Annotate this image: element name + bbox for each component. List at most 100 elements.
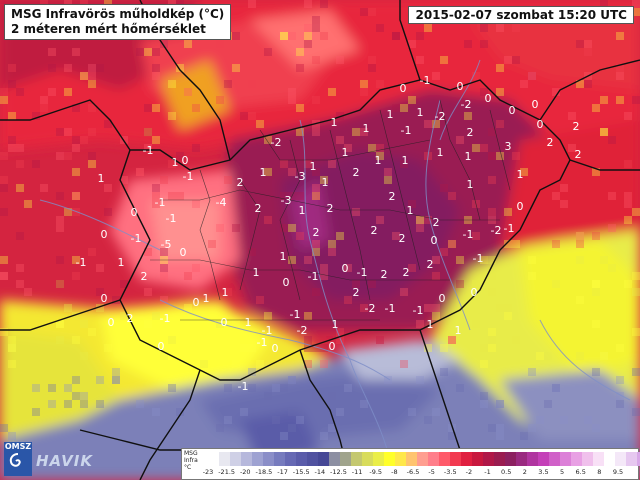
temperature-label: -1 bbox=[290, 308, 301, 321]
temperature-label: -1 bbox=[357, 266, 368, 279]
legend-swatch bbox=[285, 452, 296, 466]
temperature-label: -1 bbox=[401, 124, 412, 137]
legend-swatch bbox=[450, 452, 461, 466]
temperature-label: -4 bbox=[216, 196, 227, 209]
legend-swatch bbox=[351, 452, 362, 466]
legend-swatch bbox=[516, 452, 527, 466]
temperature-label: 1 bbox=[437, 146, 444, 159]
legend-swatch bbox=[417, 452, 428, 466]
temperature-label: 1 bbox=[467, 178, 474, 191]
map-title: MSG Infravörös műholdkép (°C) bbox=[11, 7, 225, 21]
temperature-label: 1 bbox=[363, 122, 370, 135]
temperature-label: 2 bbox=[403, 266, 410, 279]
legend-swatch bbox=[340, 452, 351, 466]
legend-swatch bbox=[582, 452, 593, 466]
temperature-label: 2 bbox=[399, 232, 406, 245]
temperature-label: 0 bbox=[509, 104, 516, 117]
temperature-label: -1 bbox=[385, 302, 396, 315]
temperature-label: 0 bbox=[329, 340, 336, 353]
legend-swatch bbox=[626, 452, 637, 466]
temperature-label: -1 bbox=[257, 336, 268, 349]
temperature-label: 0 bbox=[471, 286, 478, 299]
temperature-label: 0 bbox=[485, 92, 492, 105]
temperature-label: 2 bbox=[575, 148, 582, 161]
temperature-label: 1 bbox=[387, 108, 394, 121]
legend-swatch bbox=[538, 452, 549, 466]
temperature-label: -2 bbox=[491, 224, 502, 237]
temperature-label: 1 bbox=[465, 150, 472, 163]
temperature-label: 0 bbox=[431, 234, 438, 247]
legend-tick-label: -17 bbox=[277, 468, 288, 476]
legend-tick-label: 5 bbox=[560, 468, 565, 476]
temperature-label: 1 bbox=[245, 316, 252, 329]
temperature-label: 0 bbox=[193, 296, 200, 309]
temperature-label: 2 bbox=[467, 126, 474, 139]
temperature-label: 0 bbox=[101, 228, 108, 241]
temperature-label: -2 bbox=[365, 302, 376, 315]
legend-tick-label: 2 bbox=[522, 468, 527, 476]
temperature-label: 0 bbox=[457, 80, 464, 93]
temperature-label: 0 bbox=[101, 292, 108, 305]
legend-swatch bbox=[483, 452, 494, 466]
temperature-label: -1 bbox=[160, 312, 171, 325]
legend-swatch bbox=[252, 452, 263, 466]
legend-swatch bbox=[428, 452, 439, 466]
legend-swatch bbox=[318, 452, 329, 466]
legend-tick-label: -18.5 bbox=[255, 468, 273, 476]
temperature-label: 2 bbox=[141, 270, 148, 283]
legend-swatch bbox=[604, 452, 615, 466]
temperature-label: 2 bbox=[573, 120, 580, 133]
temperature-label: 1 bbox=[427, 318, 434, 331]
legend-swatch bbox=[384, 452, 395, 466]
map-subtitle: 2 méteren mért hőmérséklet bbox=[11, 22, 206, 36]
temperature-label: -1 bbox=[76, 256, 87, 269]
temperature-label: 1 bbox=[222, 286, 229, 299]
legend-swatch bbox=[615, 452, 626, 466]
legend-swatch bbox=[329, 452, 340, 466]
temperature-label: 2 bbox=[381, 268, 388, 281]
legend-swatch bbox=[230, 452, 241, 466]
legend-swatch bbox=[571, 452, 582, 466]
legend-tick-label: 6.5 bbox=[575, 468, 586, 476]
rivers bbox=[39, 59, 631, 461]
temperature-label: -3 bbox=[295, 170, 306, 183]
temperature-label: 2 bbox=[427, 258, 434, 271]
temperature-label: 1 bbox=[310, 160, 317, 173]
legend-label-line: °C bbox=[184, 464, 192, 471]
legend-swatch bbox=[472, 452, 483, 466]
legend-swatch bbox=[307, 452, 318, 466]
temperature-label: -1 bbox=[143, 144, 154, 157]
temperature-label: 1 bbox=[402, 154, 409, 167]
legend-tick-label: 8 bbox=[597, 468, 602, 476]
temperature-label: 2 bbox=[127, 312, 134, 325]
temperature-label: 0 bbox=[180, 246, 187, 259]
temperature-label: 1 bbox=[280, 250, 287, 263]
temperature-label: 2 bbox=[237, 176, 244, 189]
temperature-label: 1 bbox=[332, 318, 339, 331]
temperature-label: 0 bbox=[439, 292, 446, 305]
temperature-label: -1 bbox=[155, 196, 166, 209]
temperature-label: 1 bbox=[375, 154, 382, 167]
temperature-label: 1 bbox=[253, 266, 260, 279]
temperature-label: 3 bbox=[505, 140, 512, 153]
temperature-label: 1 bbox=[203, 292, 210, 305]
temperature-label: -1 bbox=[473, 252, 484, 265]
legend-swatch bbox=[527, 452, 538, 466]
temperature-label: 2 bbox=[547, 136, 554, 149]
datetime-label: 2015-02-07 szombat 15:20 UTC bbox=[408, 6, 634, 24]
temperature-label: 0 bbox=[272, 342, 279, 355]
legend-tick-label: -2 bbox=[465, 468, 473, 476]
map-title-box: MSG Infravörös műholdkép (°C) 2 méteren … bbox=[4, 4, 232, 40]
legend-tick-label: -11 bbox=[351, 468, 363, 476]
legend-tick-label: 0.5 bbox=[501, 468, 512, 476]
temperature-label: -2 bbox=[297, 324, 308, 337]
legend-label-line: Infra bbox=[184, 457, 198, 464]
temperature-label: 0 bbox=[400, 82, 407, 95]
temperature-label: 2 bbox=[327, 202, 334, 215]
temperature-label: 0 bbox=[517, 200, 524, 213]
temperature-label: 0 bbox=[532, 98, 539, 111]
legend-swatch bbox=[373, 452, 384, 466]
legend-swatch bbox=[637, 452, 640, 466]
